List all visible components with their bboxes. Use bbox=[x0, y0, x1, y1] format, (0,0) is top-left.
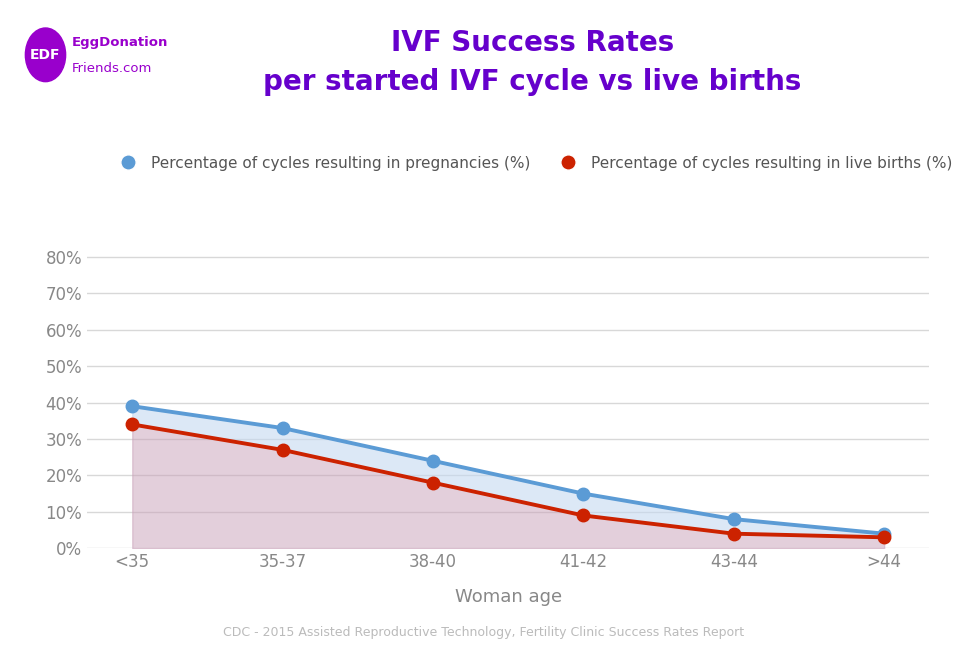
Text: EDF: EDF bbox=[30, 48, 61, 62]
Legend: Percentage of cycles resulting in pregnancies (%), Percentage of cycles resultin: Percentage of cycles resulting in pregna… bbox=[106, 150, 958, 177]
X-axis label: Woman age: Woman age bbox=[455, 588, 561, 606]
Text: IVF Success Rates: IVF Success Rates bbox=[391, 29, 674, 57]
Text: CDC - 2015 Assisted Reproductive Technology, Fertility Clinic Success Rates Repo: CDC - 2015 Assisted Reproductive Technol… bbox=[224, 626, 744, 639]
Text: Friends.com: Friends.com bbox=[72, 63, 152, 75]
Circle shape bbox=[25, 28, 66, 82]
Text: per started IVF cycle vs live births: per started IVF cycle vs live births bbox=[263, 68, 802, 95]
Text: EggDonation: EggDonation bbox=[72, 37, 167, 50]
